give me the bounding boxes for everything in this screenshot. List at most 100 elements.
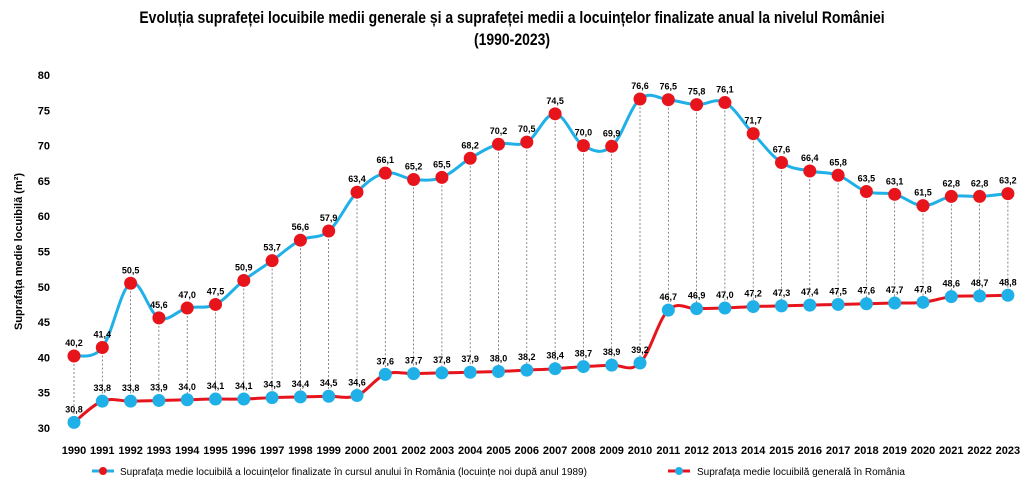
- data-label-new-dwellings: 53,7: [263, 243, 281, 253]
- point-new-dwellings: [1001, 187, 1015, 201]
- x-tick-label: 2002: [401, 445, 425, 457]
- point-general: [888, 296, 902, 310]
- x-tick-label: 1994: [175, 445, 200, 457]
- x-tick-label: 2021: [939, 445, 963, 457]
- data-label-new-dwellings: 76,6: [631, 81, 649, 91]
- point-new-dwellings: [350, 185, 364, 199]
- x-tick-label: 2014: [741, 445, 766, 457]
- data-label-new-dwellings: 56,6: [292, 222, 310, 232]
- point-general: [293, 390, 307, 404]
- data-label-new-dwellings: 75,8: [688, 87, 706, 97]
- point-new-dwellings: [180, 301, 194, 315]
- point-general: [152, 393, 166, 407]
- data-label-general: 34,1: [207, 381, 225, 391]
- data-label-new-dwellings: 66,1: [377, 155, 395, 165]
- point-general: [775, 299, 788, 313]
- data-label-new-dwellings: 68,2: [461, 140, 479, 150]
- y-tick-label: 50: [38, 282, 50, 294]
- data-label-new-dwellings: 76,5: [660, 82, 678, 92]
- point-general: [576, 360, 590, 374]
- data-label-general: 33,9: [150, 382, 168, 392]
- point-new-dwellings: [378, 166, 392, 180]
- point-general: [831, 297, 845, 311]
- data-label-new-dwellings: 65,8: [829, 157, 847, 167]
- data-label-new-dwellings: 50,5: [122, 265, 140, 275]
- data-label-new-dwellings: 47,0: [178, 290, 196, 300]
- point-new-dwellings: [67, 349, 81, 363]
- data-label-new-dwellings: 70,2: [490, 126, 508, 136]
- point-new-dwellings: [775, 156, 788, 170]
- point-new-dwellings: [576, 139, 590, 153]
- data-label-general: 47,8: [914, 284, 932, 294]
- y-tick-label: 75: [38, 105, 50, 117]
- y-tick-label: 40: [38, 352, 50, 364]
- point-new-dwellings: [124, 276, 138, 290]
- x-tick-label: 2020: [911, 445, 935, 457]
- point-new-dwellings: [661, 93, 675, 107]
- x-tick-label: 2001: [373, 445, 397, 457]
- x-tick-label: 1990: [62, 445, 86, 457]
- chart-subtitle: (1990-2023): [474, 30, 550, 49]
- data-label-new-dwellings: 61,5: [914, 188, 932, 198]
- x-tick-label: 2005: [486, 445, 510, 457]
- data-label-new-dwellings: 50,9: [235, 262, 253, 272]
- series-line-general: [73, 293, 1008, 424]
- x-tick-label: 1993: [147, 445, 171, 457]
- data-label-new-dwellings: 41,4: [94, 330, 112, 340]
- data-label-general: 47,3: [773, 288, 791, 298]
- point-new-dwellings: [605, 139, 619, 153]
- point-new-dwellings: [831, 168, 845, 182]
- x-tick-label: 2015: [769, 445, 793, 457]
- data-label-new-dwellings: 69,9: [603, 128, 621, 138]
- point-general: [180, 393, 194, 407]
- point-new-dwellings: [209, 297, 222, 311]
- point-new-dwellings: [916, 199, 930, 213]
- point-general: [492, 365, 505, 379]
- point-general: [973, 289, 987, 303]
- point-general: [463, 365, 477, 379]
- data-label-new-dwellings: 70,5: [518, 124, 536, 134]
- x-tick-label: 2022: [967, 445, 991, 457]
- x-tick-label: 2018: [854, 445, 878, 457]
- point-general: [548, 362, 562, 376]
- legend-marker: [675, 467, 683, 475]
- x-tick-label: 2008: [571, 445, 595, 457]
- y-tick-label: 80: [38, 70, 50, 82]
- legend-label-general: Suprafața medie locuibilă generală în Ro…: [697, 467, 905, 478]
- data-label-new-dwellings: 63,2: [999, 176, 1017, 186]
- data-label-new-dwellings: 76,1: [716, 85, 734, 95]
- x-tick-label: 2023: [996, 445, 1020, 457]
- x-tick-label: 2000: [345, 445, 369, 457]
- point-new-dwellings: [718, 96, 732, 110]
- data-label-new-dwellings: 47,5: [207, 286, 225, 296]
- x-tick-label: 1997: [260, 445, 284, 457]
- point-new-dwellings: [435, 170, 449, 184]
- drop-lines: [73, 99, 1009, 423]
- x-tick-label: 2009: [599, 445, 623, 457]
- y-tick-label: 70: [38, 141, 50, 153]
- point-new-dwellings: [973, 189, 987, 203]
- data-label-new-dwellings: 65,2: [405, 161, 423, 171]
- point-new-dwellings: [237, 273, 251, 287]
- point-general: [378, 367, 392, 381]
- point-general: [265, 391, 279, 405]
- data-label-general: 38,4: [546, 351, 564, 361]
- x-tick-label: 1998: [288, 445, 312, 457]
- data-label-general: 30,8: [65, 404, 83, 414]
- y-axis-label: Suprafața medie locuibilă (m²): [13, 173, 25, 330]
- point-new-dwellings: [152, 311, 166, 325]
- chart-title: Evoluția suprafeței locuibile medii gene…: [139, 8, 885, 27]
- axes: 30 35 40 45 50 55 60 65 70 75 80 Suprafața medie lo…: [13, 70, 1020, 457]
- x-tick-label: 2016: [798, 445, 822, 457]
- x-tick-label: 1996: [232, 445, 256, 457]
- x-tick-label: 2003: [430, 445, 454, 457]
- point-general: [124, 394, 138, 408]
- data-label-new-dwellings: 40,2: [65, 338, 83, 348]
- series-lines: [73, 93, 1009, 424]
- point-general: [350, 389, 364, 403]
- series-markers: [67, 92, 1015, 429]
- data-label-general: 34,6: [348, 378, 366, 388]
- data-label-general: 47,5: [829, 286, 847, 296]
- data-label-new-dwellings: 74,5: [546, 96, 564, 106]
